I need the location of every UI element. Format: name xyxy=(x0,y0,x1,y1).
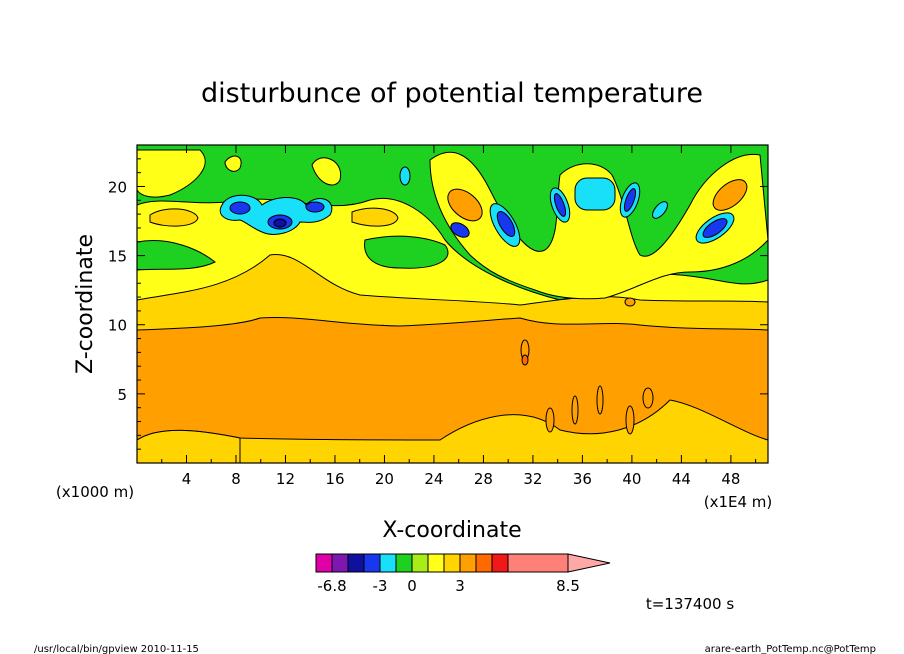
yellow-cell-top-mid xyxy=(311,157,342,186)
wave-orange-2 xyxy=(712,179,748,211)
footer-left: /usr/local/bin/gpview 2010-11-15 xyxy=(34,644,199,654)
colorbar-swatch xyxy=(379,553,397,573)
chart-title: disturbunce of potential temperature xyxy=(201,78,703,109)
colorbar-swatch xyxy=(395,553,413,573)
colorbar-label: -6.8 xyxy=(317,577,346,595)
blue-core-3 xyxy=(273,218,287,228)
y-axis: 5 10 15 20 xyxy=(108,158,768,450)
x-tick-label: 8 xyxy=(231,470,241,488)
colorbar-swatch xyxy=(443,553,461,573)
blue-core-1 xyxy=(229,201,251,215)
x-unit-right: (x1E4 m) xyxy=(704,493,773,511)
wave-blue-1 xyxy=(496,211,516,237)
x-axis: 4 8 12 16 20 24 28 32 36 40 44 48 xyxy=(161,145,757,488)
yellow-oval-left xyxy=(149,208,199,227)
wave-field xyxy=(429,151,768,300)
colorbar-swatch xyxy=(363,553,381,573)
x-tick-label: 4 xyxy=(182,470,192,488)
colorbar-swatch xyxy=(347,553,365,573)
wave-blue-4 xyxy=(623,188,637,212)
x-tick-label: 40 xyxy=(622,470,641,488)
colorbar-swatch xyxy=(331,553,349,573)
x-tick-label: 16 xyxy=(325,470,344,488)
spike-7 xyxy=(642,387,654,409)
colorbar-swatch xyxy=(475,553,493,573)
colorbar-swatch xyxy=(507,553,569,573)
colorbar-swatch xyxy=(411,553,429,573)
spike-6 xyxy=(624,297,636,307)
x-tick-label: 32 xyxy=(523,470,542,488)
footer-right: arare-earth_PotTemp.nc@PotTemp xyxy=(705,644,876,654)
x-tick-label: 44 xyxy=(672,470,691,488)
spike-4 xyxy=(596,385,604,415)
x-tick-label: 36 xyxy=(573,470,592,488)
x-tick-label: 20 xyxy=(375,470,394,488)
y-tick-label: 20 xyxy=(108,178,127,196)
wave-blue-5 xyxy=(702,218,728,238)
wave-cyan-5 xyxy=(652,201,668,219)
colorbar-swatch xyxy=(491,553,509,573)
yellow-cell-top-left xyxy=(224,155,242,172)
x-tick-label: 48 xyxy=(721,470,740,488)
x-unit-left: (x1000 m) xyxy=(56,483,134,501)
x-axis-label: X-coordinate xyxy=(382,518,521,543)
wave-blue-2 xyxy=(450,222,470,238)
y-tick-label: 15 xyxy=(108,248,127,266)
colorbar xyxy=(315,553,611,573)
colorbar-swatch xyxy=(315,553,333,573)
wave-cyan-top xyxy=(574,177,616,211)
colorbar-label: 8.5 xyxy=(556,577,580,595)
y-axis-label: Z-coordinate xyxy=(73,234,98,374)
gold-bottom-left xyxy=(137,429,241,463)
green-band-mid xyxy=(364,235,449,269)
plot-frame xyxy=(136,144,769,464)
wave-orange-1 xyxy=(447,188,483,222)
spike-2 xyxy=(545,407,555,433)
yellow-oval-right xyxy=(351,207,399,227)
spike-5 xyxy=(625,405,635,435)
wave-blue-3 xyxy=(553,193,567,217)
time-label: t=137400 s xyxy=(646,595,734,613)
colorbar-label: 3 xyxy=(455,577,465,595)
colorbar-labels: -6.8 -3 0 3 8.5 xyxy=(317,577,580,595)
blue-core-4 xyxy=(305,201,325,213)
x-tick-label: 28 xyxy=(474,470,493,488)
y-tick-label: 10 xyxy=(108,317,127,335)
colorbar-label: -3 xyxy=(373,577,388,595)
yellow-patch-left xyxy=(137,149,206,198)
wave-cyan-6 xyxy=(399,166,411,186)
green-band-left xyxy=(137,240,216,271)
x-tick-label: 24 xyxy=(424,470,443,488)
colorbar-swatch xyxy=(427,553,445,573)
contour-field xyxy=(137,145,768,463)
x-tick-label: 12 xyxy=(276,470,295,488)
spike-3 xyxy=(571,395,579,425)
y-tick-label: 5 xyxy=(117,386,127,404)
colorbar-swatch xyxy=(459,553,477,573)
spike-8 xyxy=(521,354,529,366)
colorbar-label: 0 xyxy=(407,577,417,595)
colorbar-arrow xyxy=(567,553,611,573)
